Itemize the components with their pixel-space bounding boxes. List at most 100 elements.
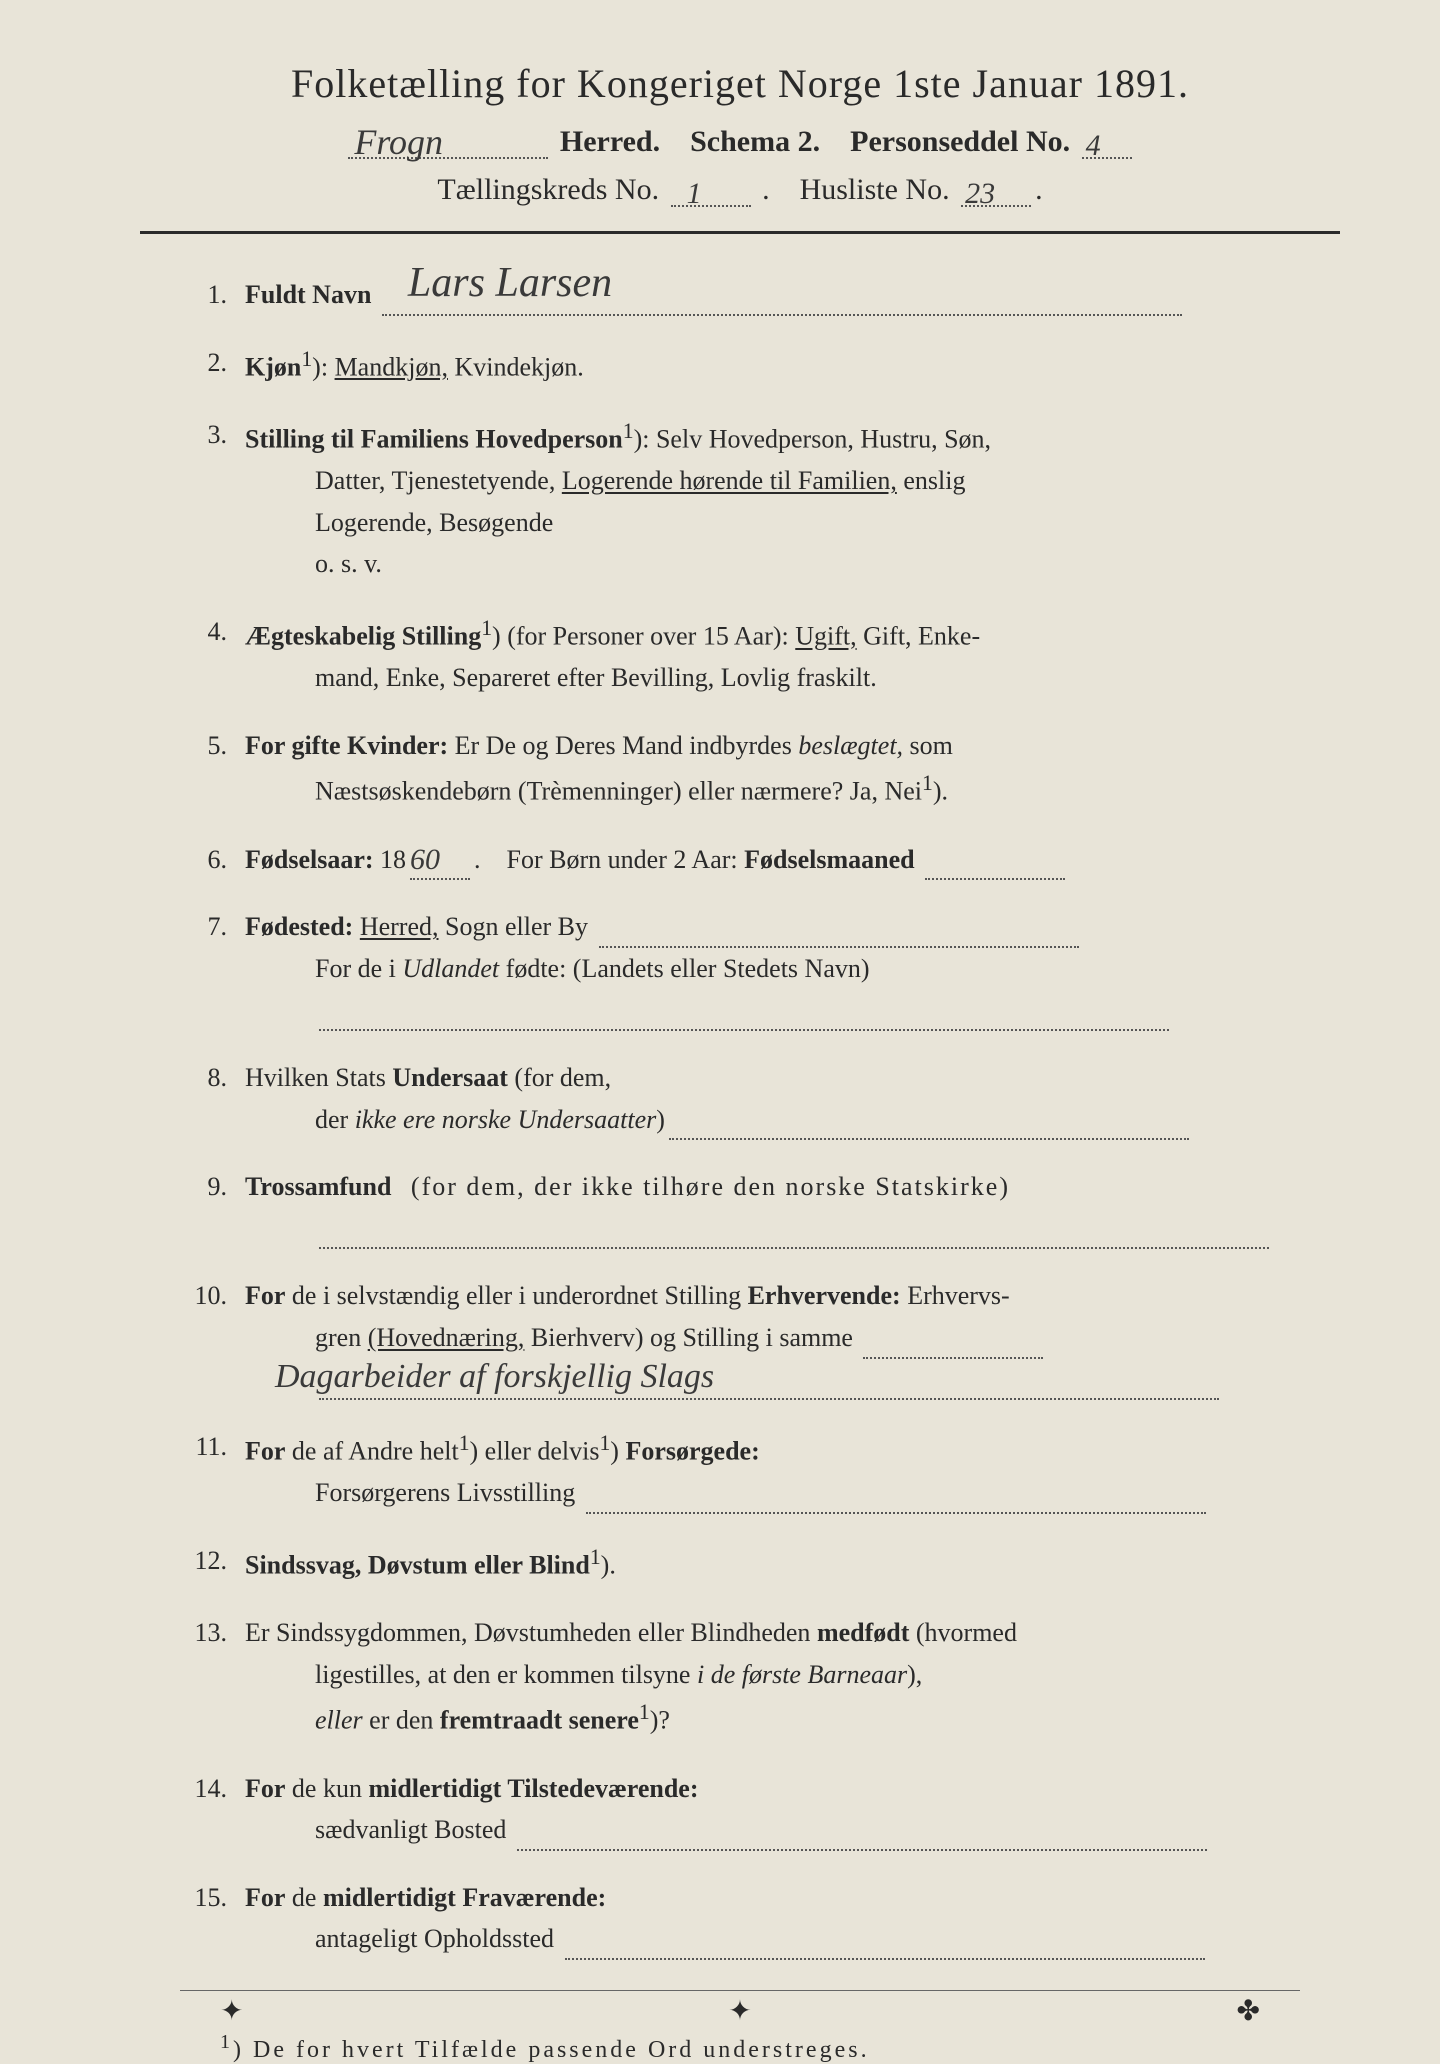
item-7-num: 7. [190, 906, 245, 1031]
item-3-line3: Logerende, Besøgende [245, 502, 1320, 544]
item-15: 15. For de midlertidigt Fraværende: anta… [190, 1877, 1320, 1960]
item-12: 12. Sindssvag, Døvstum eller Blind1). [190, 1540, 1320, 1586]
item-11: 11. For de af Andre helt1) eller delvis1… [190, 1426, 1320, 1514]
item-5-content: For gifte Kvinder: Er De og Deres Mand i… [245, 725, 1320, 813]
item-7-label: Fødested: [245, 912, 353, 941]
form-header: Folketælling for Kongeriget Norge 1ste J… [140, 60, 1340, 207]
item-14-line2: sædvanligt Bosted [245, 1809, 1320, 1851]
item-15-num: 15. [190, 1877, 245, 1960]
item-10-num: 10. [190, 1275, 245, 1400]
item-8-content: Hvilken Stats Undersaat (for dem, der ik… [245, 1057, 1320, 1140]
item-9-label: Trossamfund [245, 1172, 391, 1201]
herred-handwritten: Frogn [354, 121, 443, 163]
item-3-content: Stilling til Familiens Hovedperson1): Se… [245, 414, 1320, 585]
item-9-content: Trossamfund (for dem, der ikke tilhøre d… [245, 1166, 1320, 1249]
item-5-label: For gifte Kvinder: [245, 731, 448, 760]
husliste-label: Husliste No. [800, 173, 950, 206]
form-body: 1. Fuldt Navn Lars Larsen 2. Kjøn1): Man… [140, 274, 1340, 1960]
item-1-num: 1. [190, 274, 245, 316]
item-2-selected: Mandkjøn, [335, 352, 448, 381]
item-13-line2: ligestilles, at den er kommen tilsyne i … [245, 1654, 1320, 1696]
herred-label: Herred. [560, 125, 660, 158]
item-4-sup: 1 [481, 616, 492, 640]
personseddel-no: 4 [1086, 129, 1101, 163]
item-13-content: Er Sindssygdommen, Døvstumheden eller Bl… [245, 1612, 1320, 1741]
footnote-text: ) De for hvert Tilfælde passende Ord und… [233, 2037, 870, 2063]
form-title: Folketælling for Kongeriget Norge 1ste J… [140, 60, 1340, 107]
item-10-label: Erhvervende: [748, 1281, 901, 1310]
item-4-label: Ægteskabelig Stilling [245, 622, 481, 651]
item-7-content: Fødested: Herred, Sogn eller By For de i… [245, 906, 1320, 1031]
item-1-content: Fuldt Navn Lars Larsen [245, 274, 1320, 316]
item-3-line1: Selv Hovedperson, Hustru, Søn, [656, 425, 991, 454]
item-6-content: Fødselsaar: 18 60 . For Børn under 2 Aar… [245, 839, 1320, 881]
item-4-num: 4. [190, 611, 245, 699]
birthyear-hw: 60 [410, 836, 440, 884]
item-14-label: midlertidigt Tilstedeværende: [368, 1774, 698, 1803]
item-14-num: 14. [190, 1768, 245, 1851]
item-14: 14. For de kun midlertidigt Tilstedevære… [190, 1768, 1320, 1851]
name-handwritten: Lars Larsen [408, 250, 612, 317]
kreds-fill [671, 205, 751, 207]
item-2-content: Kjøn1): Mandkjøn, Kvindekjøn. [245, 342, 1320, 388]
item-13-line3: eller er den fremtraadt senere1)? [245, 1695, 1320, 1741]
page-marks: ✦ ✦ ✤ [140, 1994, 1340, 2028]
item-15-label: midlertidigt Fraværende: [323, 1883, 606, 1912]
census-form-page: Folketælling for Kongeriget Norge 1ste J… [140, 60, 1340, 2008]
item-3-line2: Datter, Tjenestetyende, Logerende hørend… [245, 460, 1320, 502]
item-6: 6. Fødselsaar: 18 60 . For Børn under 2 … [190, 839, 1320, 881]
item-15-line2: antageligt Opholdssted [245, 1918, 1320, 1960]
footer-rule [180, 1990, 1300, 1991]
item-13: 13. Er Sindssygdommen, Døvstumheden elle… [190, 1612, 1320, 1741]
item-9-num: 9. [190, 1166, 245, 1249]
item-2-label: Kjøn [245, 352, 301, 381]
item-3-label: Stilling til Familiens Hovedperson [245, 425, 623, 454]
item-12-content: Sindssvag, Døvstum eller Blind1). [245, 1540, 1320, 1586]
item-10-content: For de i selvstændig eller i underordnet… [245, 1275, 1320, 1400]
item-6-num: 6. [190, 839, 245, 881]
item-8-num: 8. [190, 1057, 245, 1140]
item-4: 4. Ægteskabelig Stilling1) (for Personer… [190, 611, 1320, 699]
item-13-label: medfødt [817, 1618, 909, 1647]
item-3: 3. Stilling til Familiens Hovedperson1):… [190, 414, 1320, 585]
item-11-label: Forsørgede: [625, 1437, 759, 1466]
item-8-label: Undersaat [392, 1063, 508, 1092]
item-7: 7. Fødested: Herred, Sogn eller By For d… [190, 906, 1320, 1031]
item-14-content: For de kun midlertidigt Tilstedeværende:… [245, 1768, 1320, 1851]
tallingskreds-label: Tællingskreds No. [437, 173, 659, 206]
item-7-selected: Herred, [360, 912, 439, 941]
item-8: 8. Hvilken Stats Undersaat (for dem, der… [190, 1057, 1320, 1140]
item-5-line2: Næstsøskendebørn (Trèmenninger) eller næ… [245, 766, 1320, 812]
item-3-selected: Logerende hørende til Familien, [562, 466, 897, 495]
item-5-num: 5. [190, 725, 245, 813]
item-3-line4: o. s. v. [245, 543, 1320, 585]
herred-line: Frogn Herred. Schema 2. Personseddel No.… [140, 125, 1340, 159]
item-5: 5. For gifte Kvinder: Er De og Deres Man… [190, 725, 1320, 813]
item-13-num: 13. [190, 1612, 245, 1741]
personseddel-label: Personseddel No. [850, 125, 1070, 158]
item-1-label: Fuldt Navn [245, 280, 371, 309]
item-2-sup: 1 [301, 347, 312, 371]
item-11-line2: Forsørgerens Livsstilling [245, 1472, 1320, 1514]
item-3-sup: 1 [623, 419, 634, 443]
item-12-label: Sindssvag, Døvstum eller Blind [245, 1551, 590, 1580]
item-8-line2: der ikke ere norske Undersaatter) [245, 1099, 1320, 1141]
item-10: 10. For de i selvstændig eller i underor… [190, 1275, 1320, 1400]
item-12-num: 12. [190, 1540, 245, 1586]
item-3-num: 3. [190, 414, 245, 585]
item-4-content: Ægteskabelig Stilling1) (for Personer ov… [245, 611, 1320, 699]
item-6-label1: Fødselsaar: [245, 845, 374, 874]
item-2: 2. Kjøn1): Mandkjøn, Kvindekjøn. [190, 342, 1320, 388]
item-4-selected: Ugift, [795, 622, 856, 651]
item-7-line2: For de i Udlandet fødte: (Landets eller … [245, 948, 1320, 990]
header-rule [140, 231, 1340, 234]
item-15-content: For de midlertidigt Fraværende: antageli… [245, 1877, 1320, 1960]
footnote-sup: 1 [220, 2031, 233, 2053]
mark-left-icon: ✦ [220, 1994, 243, 2028]
schema-label: Schema 2. [690, 125, 820, 158]
item-4-line2: mand, Enke, Separeret efter Bevilling, L… [245, 657, 1320, 699]
item-2-rest: Kvindekjøn. [454, 352, 583, 381]
item-9: 9. Trossamfund (for dem, der ikke tilhør… [190, 1166, 1320, 1249]
item-11-num: 11. [190, 1426, 245, 1514]
mark-right-icon: ✤ [1237, 1994, 1260, 2028]
